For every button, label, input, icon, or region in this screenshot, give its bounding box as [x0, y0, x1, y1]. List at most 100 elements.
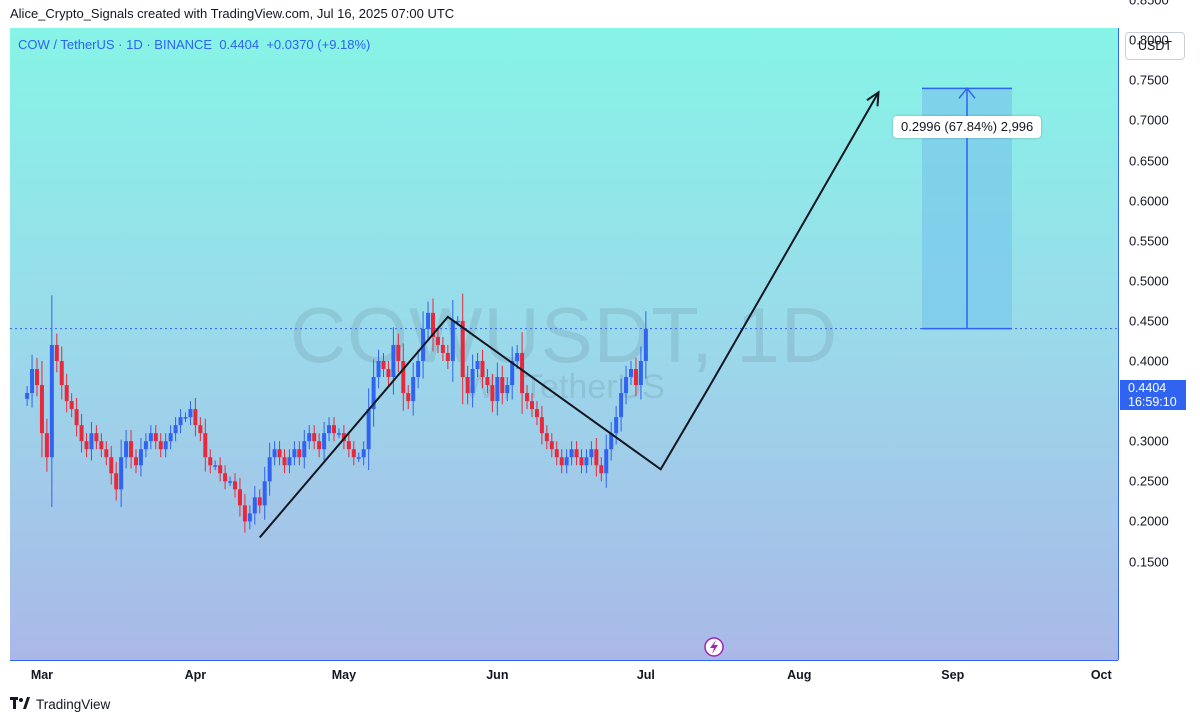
candle-body [223, 473, 228, 482]
candle-body [143, 441, 148, 450]
candle-body [39, 385, 44, 434]
time-axis[interactable]: Mar Apr May Jun Jul Aug Sep Oct [10, 660, 1118, 689]
candle-body [638, 361, 643, 386]
candle-body [129, 441, 134, 458]
candle-body [386, 369, 391, 378]
watermark-ticker: COWUSDT, 1D [289, 291, 839, 379]
candle-body [411, 377, 416, 402]
candle-body [336, 433, 341, 435]
candle-body [520, 352, 525, 394]
candle-body [554, 449, 559, 458]
candle-body [539, 417, 544, 434]
candle-body [534, 409, 539, 418]
candle-body [599, 465, 604, 474]
candle-body [495, 377, 500, 402]
last-price-value: 0.4404 [1128, 381, 1167, 395]
candle-body [213, 465, 218, 467]
currency-button[interactable]: USDT [1125, 32, 1185, 60]
price-tick-label: 0.7500 [1129, 72, 1169, 88]
candle-body [262, 481, 267, 506]
candle-body [544, 433, 549, 442]
candle-body [272, 449, 277, 458]
candle-body [297, 449, 302, 458]
candle-body [525, 393, 530, 402]
candle-body [361, 449, 366, 458]
time-tick-label: Apr [184, 668, 207, 682]
legend-price: 0.4404 [219, 37, 260, 52]
candle-body [475, 361, 480, 370]
candle-body [351, 449, 356, 458]
price-tick-label: 0.5500 [1129, 233, 1169, 249]
candle-body [134, 457, 138, 466]
time-tick-label: May [331, 668, 357, 682]
time-tick-label: Jun [486, 668, 509, 682]
candle-body [327, 425, 332, 434]
chart-pane[interactable]: COW / TetherUS · 1D · BINANCE 0.4404 +0.… [10, 28, 1118, 660]
candle-body [450, 320, 455, 361]
time-tick-label: Oct [1090, 668, 1112, 682]
price-tick-label: 0.7000 [1129, 112, 1169, 128]
time-tick-label: Aug [787, 668, 812, 682]
candle-body [564, 457, 569, 466]
candle-body [500, 377, 505, 394]
candle-body [445, 352, 450, 361]
candle-body [69, 401, 74, 410]
candle-body [440, 344, 445, 353]
candle-body [396, 344, 401, 361]
candle-body [158, 441, 163, 450]
candle-body [633, 369, 638, 386]
candle-body [74, 409, 79, 426]
candle-body [247, 513, 252, 522]
candle-body [267, 457, 272, 482]
candle-body [109, 457, 114, 474]
candle-body [307, 433, 312, 442]
candle-body [515, 352, 520, 361]
candle-body [198, 425, 203, 434]
bar-countdown: 16:59:10 [1128, 395, 1177, 409]
candle-body [416, 361, 421, 378]
candle-body [579, 457, 584, 466]
candle-body [277, 449, 282, 458]
candle-body [242, 505, 247, 522]
candle-body [505, 385, 510, 394]
candle-body [168, 433, 173, 442]
candle-body [530, 401, 534, 410]
candle-body [237, 489, 242, 506]
candle-body [84, 441, 89, 450]
candle-body [153, 433, 158, 442]
candle-body [431, 312, 435, 337]
price-axis[interactable]: USDT 0.15000.20000.25000.30000.35000.400… [1118, 0, 1200, 660]
candle-body [30, 369, 35, 394]
candle-body [376, 361, 381, 378]
candle-body [549, 441, 554, 450]
candle-body [35, 369, 39, 386]
candle-body [282, 457, 287, 466]
candle-body [183, 417, 188, 419]
candle-body [485, 377, 490, 386]
candle-body [124, 441, 129, 458]
candle-body [490, 385, 495, 402]
candle-body [228, 481, 233, 483]
candle-body [49, 344, 54, 458]
candle-body [366, 409, 371, 450]
candle-body [233, 481, 237, 490]
price-tick-label: 0.8000 [1129, 32, 1169, 48]
candle-body [287, 457, 292, 466]
price-tick-label: 0.2500 [1129, 473, 1169, 489]
candle-body [188, 409, 193, 418]
candle-body [203, 433, 208, 458]
tradingview-logo-icon [10, 696, 30, 712]
price-tick-label: 0.2000 [1129, 513, 1169, 529]
symbol-label[interactable]: COW / TetherUS · 1D · BINANCE [18, 37, 213, 52]
footer-brand-label: TradingView [36, 696, 111, 712]
candle-body [178, 417, 183, 426]
projection-arrow-icon [866, 90, 880, 107]
price-tick-label: 0.4500 [1129, 313, 1169, 329]
candle-body [89, 433, 94, 450]
candle-body [624, 377, 629, 394]
candle-body [589, 449, 594, 458]
candle-body [317, 441, 322, 450]
time-tick-label: Mar [30, 668, 54, 682]
candle-body [341, 433, 346, 442]
candle-body [629, 369, 633, 378]
